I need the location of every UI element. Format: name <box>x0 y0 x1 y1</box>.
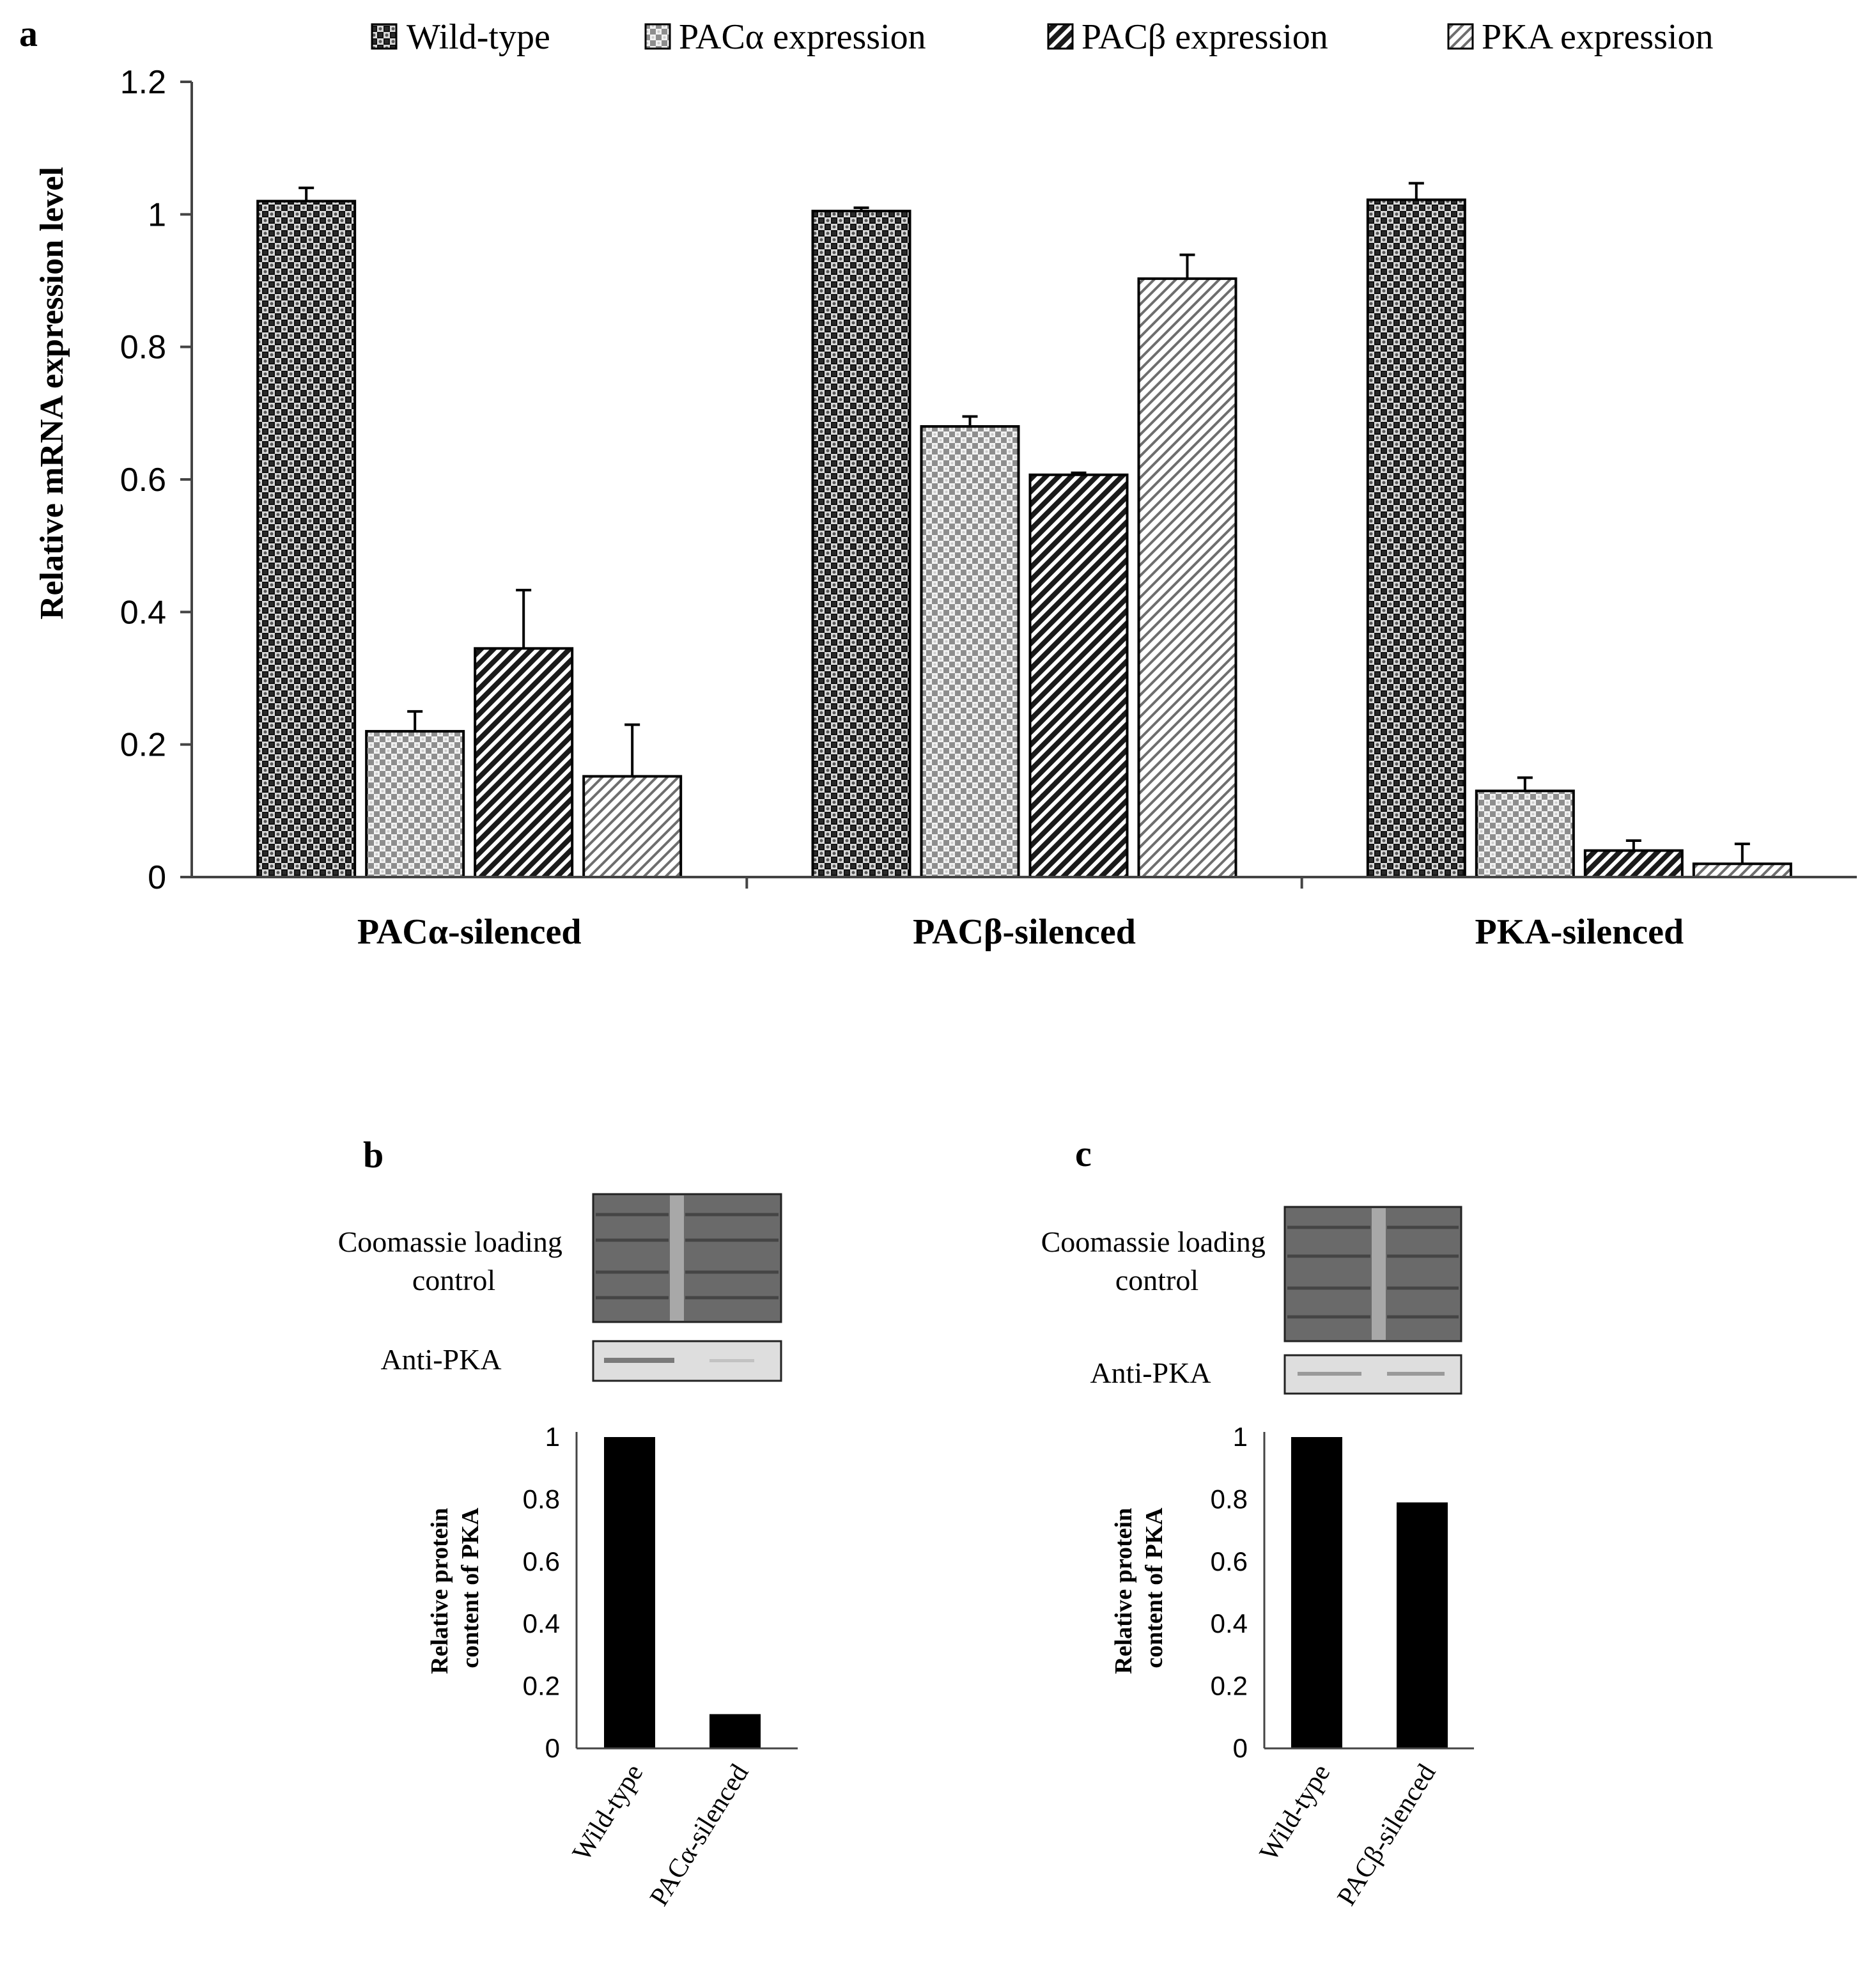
y-tick-label-b: 0.8 <box>523 1484 560 1514</box>
stain-label-b: Coomassie loading control <box>338 1225 570 1296</box>
stain-label-c-line1: Coomassie loading <box>1041 1225 1266 1258</box>
legend-label-wild-type: Wild-type <box>407 17 550 57</box>
coomassie-gel-b <box>592 1193 782 1323</box>
stain-label-b-line2: control <box>412 1264 495 1296</box>
stain-label-c-line2: control <box>1115 1264 1198 1296</box>
panel-b-letter: b <box>363 1134 384 1176</box>
panel-c: c Coomassie loading control Anti-PKA Rel… <box>1041 1133 1474 1911</box>
stain-label-c: Coomassie loading control <box>1041 1225 1273 1296</box>
bars-b <box>604 1437 761 1748</box>
y-tick-label-a: 1 <box>148 196 166 233</box>
y-tick-label-b: 0.2 <box>523 1671 560 1701</box>
antibody-label-c: Anti-PKA <box>1090 1357 1211 1389</box>
panel-a-letter: a <box>19 13 38 54</box>
legend-label-pka: PKA expression <box>1482 17 1713 57</box>
y-tick-label-a: 1.2 <box>120 64 166 101</box>
x-category-label-a: PACβ-silenced <box>913 912 1136 952</box>
y-axis-label-b: Relative protein content of PKA <box>426 1502 484 1674</box>
bar-pacsilenced-series-1 <box>365 729 465 879</box>
y-tick-label-c: 1 <box>1233 1422 1248 1452</box>
y-tick-label-a: 0.6 <box>120 462 166 499</box>
y-tick-label-a: 0.2 <box>120 727 166 764</box>
x-axis-labels-a: PACα-silenced PACβ-silenced PKA-silenced <box>357 877 1684 952</box>
bar-pkasilenced-series-2 <box>1583 849 1684 878</box>
legend-swatch-wild-type <box>371 23 398 50</box>
x-category-label-b: Wild-type <box>567 1759 649 1866</box>
y-axis-label-c-line1: Relative protein <box>1110 1508 1137 1674</box>
y-axis-label-b-line2: content of PKA <box>457 1507 484 1668</box>
antibody-label-b: Anti-PKA <box>380 1343 501 1376</box>
anti-pka-blot-c <box>1283 1354 1462 1395</box>
panel-a: a Wild-type PACα expression PACβ express… <box>19 13 1857 952</box>
y-tick-label-c: 0.8 <box>1211 1484 1248 1514</box>
panel-b: b Coomassie loading control Anti-PKA Rel… <box>338 1134 798 1911</box>
y-axis-label-b-line1: Relative protein <box>426 1508 453 1674</box>
bar-pacsilenced-series-0 <box>256 199 357 879</box>
y-tick-label-a: 0 <box>148 859 166 896</box>
bar-pacsilenced-series-3 <box>1137 277 1237 878</box>
y-axis-ticks-b: 0 0.2 0.4 0.6 0.8 1 <box>523 1422 560 1763</box>
legend: Wild-type PACα expression PACβ expressio… <box>371 17 1713 57</box>
stain-label-b-line1: Coomassie loading <box>338 1225 562 1258</box>
anti-pka-blot-b <box>592 1340 782 1382</box>
y-axis-label-c-line2: content of PKA <box>1141 1507 1168 1668</box>
bar-b-0 <box>604 1437 655 1748</box>
legend-swatch-pka <box>1447 23 1474 50</box>
y-tick-label-c: 0.4 <box>1211 1608 1248 1638</box>
bars-c <box>1291 1437 1448 1748</box>
x-category-label-c: PACβ-silenced <box>1332 1759 1442 1911</box>
y-tick-label-a: 0.8 <box>120 329 166 366</box>
bar-pkasilenced-series-3 <box>1692 862 1792 879</box>
y-tick-label-b: 0.6 <box>523 1546 560 1576</box>
bar-pkasilenced-series-1 <box>1475 789 1575 878</box>
y-tick-label-b: 1 <box>545 1422 560 1452</box>
legend-label-pac-beta: PACβ expression <box>1081 17 1328 57</box>
y-tick-label-c: 0.2 <box>1211 1671 1248 1701</box>
panel-c-letter: c <box>1075 1133 1092 1174</box>
bar-pacsilenced-series-2 <box>474 647 574 878</box>
y-tick-label-a: 0.4 <box>120 594 166 631</box>
bar-b-1 <box>709 1714 761 1748</box>
x-category-label-a: PACα-silenced <box>357 912 582 952</box>
bar-pacsilenced-series-2 <box>1028 473 1129 878</box>
x-category-label-b: PACα-silenced <box>644 1759 754 1911</box>
bar-pacsilenced-series-1 <box>920 425 1020 878</box>
legend-swatch-pac-beta <box>1047 23 1074 50</box>
legend-label-pac-alpha: PACα expression <box>679 17 926 57</box>
y-tick-label-b: 0 <box>545 1733 560 1763</box>
y-axis-label-a: Relative mRNA expression level <box>34 167 70 619</box>
y-axis-ticks-a: 0 0.2 0.4 0.6 0.8 1 1.2 <box>120 64 192 896</box>
y-tick-label-c: 0.6 <box>1211 1546 1248 1576</box>
x-category-label-a: PKA-silenced <box>1475 912 1684 952</box>
bar-pacsilenced-series-3 <box>582 775 683 878</box>
bar-pkasilenced-series-0 <box>1366 198 1466 879</box>
y-axis-label-c: Relative protein content of PKA <box>1110 1502 1168 1674</box>
bar-c-0 <box>1291 1437 1342 1748</box>
bars-a <box>256 182 1792 879</box>
bar-c-1 <box>1397 1502 1448 1748</box>
coomassie-gel-c <box>1283 1206 1462 1342</box>
x-category-label-c: Wild-type <box>1254 1759 1336 1866</box>
bar-pacsilenced-series-0 <box>811 210 911 878</box>
y-axis-ticks-c: 0 0.2 0.4 0.6 0.8 1 <box>1211 1422 1248 1763</box>
legend-swatch-pac-alpha <box>644 23 671 50</box>
y-tick-label-c: 0 <box>1233 1733 1248 1763</box>
y-tick-label-b: 0.4 <box>523 1608 560 1638</box>
